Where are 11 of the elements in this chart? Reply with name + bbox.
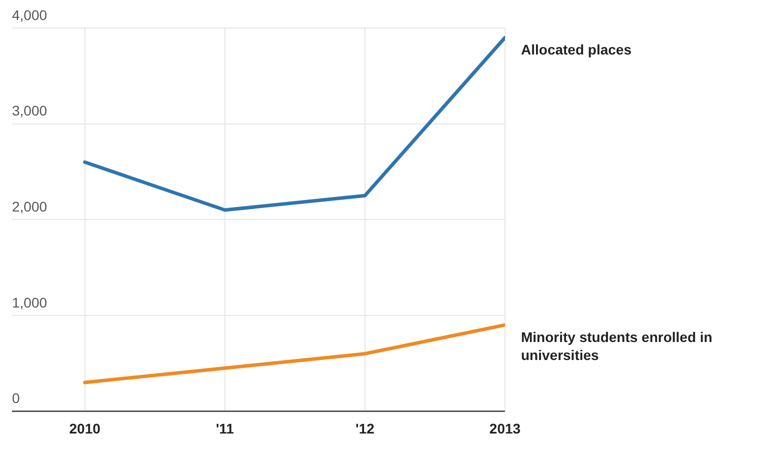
y-tick-label: 1,000	[12, 294, 48, 310]
y-tick-label: 0	[12, 390, 20, 406]
x-tick-label: '12	[355, 420, 375, 436]
series-label: Allocated places	[521, 41, 632, 58]
series-label: Minority students enrolled in universities	[521, 328, 712, 363]
x-tick-label: 2013	[489, 420, 521, 436]
y-tick-label: 3,000	[12, 102, 48, 119]
x-tick-label: '11	[216, 420, 234, 436]
x-tick-label: 2010	[69, 420, 101, 436]
y-tick-label: 2,000	[12, 198, 48, 214]
y-tick-label: 4,000	[12, 6, 48, 23]
